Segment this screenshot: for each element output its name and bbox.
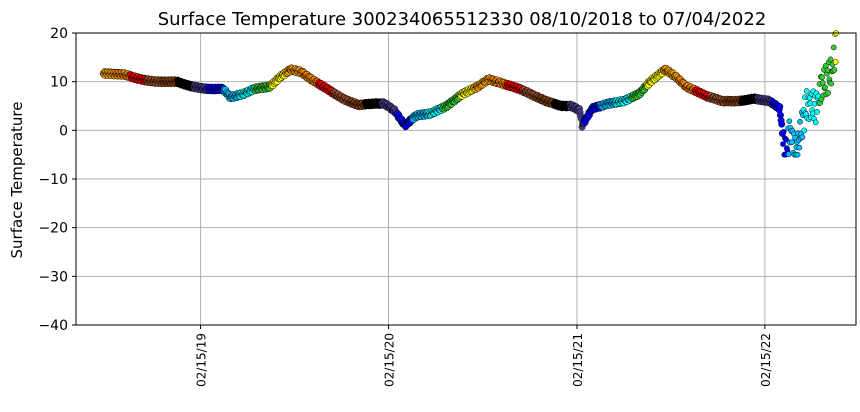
chart-title: Surface Temperature 300234065512330 08/1… [158, 9, 767, 30]
data-point [832, 59, 839, 65]
x-tick-label: 02/15/22 [759, 333, 773, 387]
data-point [822, 84, 828, 91]
data-point [780, 128, 787, 135]
data-point [801, 127, 808, 134]
x-tick-label: 02/15/21 [571, 333, 585, 387]
data-point [778, 120, 786, 128]
data-points [99, 30, 840, 158]
y-tick-label: −10 [38, 172, 68, 188]
data-point [794, 151, 801, 158]
data-point [796, 144, 803, 151]
data-point [786, 118, 793, 125]
data-point [814, 109, 820, 115]
y-tick-label: 0 [59, 123, 68, 139]
data-point [819, 80, 826, 86]
data-point [831, 67, 838, 73]
x-tick-label: 02/15/19 [195, 333, 209, 387]
data-point [825, 89, 832, 96]
x-tick-label: 02/15/20 [383, 333, 397, 387]
data-point [783, 136, 790, 143]
data-point [819, 74, 825, 81]
data-point [803, 88, 810, 94]
data-point [830, 44, 837, 51]
y-axis-label: Surface Temperature [8, 102, 26, 259]
data-point [827, 56, 834, 63]
grid [76, 32, 856, 326]
data-point [780, 141, 786, 147]
x-axis: 02/15/19 02/15/20 02/15/21 02/15/22 [195, 325, 773, 387]
data-point [797, 118, 803, 125]
data-point [828, 80, 835, 87]
y-tick-label: 20 [50, 26, 68, 42]
data-point [776, 103, 784, 111]
y-tick-label: −30 [38, 269, 68, 285]
y-tick-label: −40 [38, 318, 68, 334]
data-point [789, 139, 795, 146]
data-point [799, 134, 806, 141]
y-tick-label: −20 [38, 221, 68, 237]
data-point [812, 119, 819, 126]
y-tick-label: 10 [50, 75, 68, 91]
y-axis: 20 10 0 −10 −20 −30 −40 [38, 26, 76, 334]
